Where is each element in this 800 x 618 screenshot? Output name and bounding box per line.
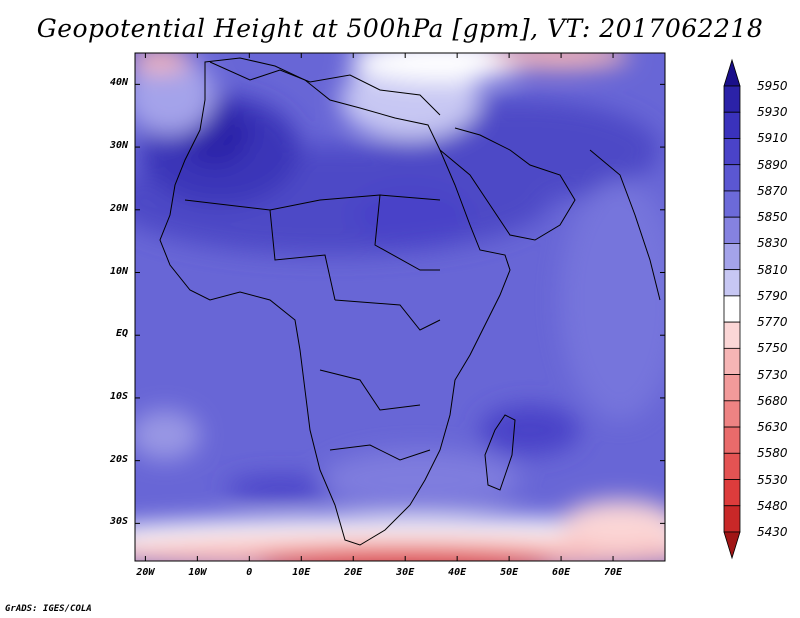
lat-label: 20N	[109, 202, 128, 214]
lon-label: 60E	[552, 567, 571, 578]
lon-label: 70E	[604, 567, 623, 578]
lon-label: 20E	[344, 567, 363, 578]
colorbar-level-label: 5750	[757, 341, 788, 356]
lon-label: 40E	[448, 567, 467, 578]
lon-label: 10E	[292, 567, 311, 578]
colorbar-swatch	[723, 216, 741, 244]
colorbar-swatch	[723, 243, 741, 271]
colorbar-swatch	[723, 479, 741, 507]
lat-label: EQ	[115, 328, 128, 340]
lat-label: 30N	[109, 140, 128, 152]
geopotential-field	[135, 53, 665, 561]
colorbar-level-label: 5430	[757, 525, 788, 539]
colorbar-top-arrow	[723, 58, 741, 87]
colorbar-swatch	[723, 400, 741, 428]
colorbar-swatch	[723, 452, 741, 480]
lat-label: 10N	[109, 265, 128, 277]
colorbar-level-label: 5680	[757, 393, 788, 408]
colorbar-level-label: 5530	[757, 472, 788, 487]
colorbar-level-label: 5950	[757, 79, 788, 93]
colorbar-level-label: 5830	[757, 236, 788, 251]
colorbar	[723, 58, 741, 560]
colorbar-swatch	[723, 111, 741, 139]
lon-label: 20W	[136, 567, 155, 578]
colorbar-swatch	[723, 295, 741, 323]
colorbar-swatch	[723, 347, 741, 375]
map-title: Geopotential Height at 500hPa [gpm], VT:…	[36, 14, 764, 43]
colorbar-level-label: 5850	[757, 210, 788, 225]
colorbar-swatch	[723, 269, 741, 297]
colorbar-swatch	[723, 138, 741, 166]
lat-label: 40N	[109, 77, 128, 89]
colorbar-level-label: 5870	[757, 183, 788, 198]
colorbar-level-label: 5770	[757, 315, 788, 330]
colorbar-level-label: 5810	[757, 262, 788, 277]
lat-label: 10S	[109, 390, 128, 402]
axis-ticks	[135, 53, 665, 561]
colorbar-swatch	[723, 85, 741, 113]
colorbar-level-label: 5730	[757, 367, 788, 382]
colorbar-swatch	[723, 164, 741, 192]
lat-label: 30S	[109, 516, 128, 528]
colorbar-level-label: 5790	[757, 288, 788, 303]
colorbar-level-label: 5890	[757, 157, 788, 172]
colorbar-bottom-arrow	[723, 531, 741, 560]
lat-label: 20S	[109, 453, 128, 465]
plot-frame	[134, 52, 666, 562]
coastlines	[159, 57, 661, 546]
colorbar-level-label: 5580	[757, 446, 788, 461]
colorbar-swatch	[723, 190, 741, 218]
lon-label: 10W	[188, 567, 207, 578]
lon-label: 0	[246, 567, 253, 578]
lon-label: 30E	[396, 567, 415, 578]
colorbar-swatch	[723, 374, 741, 402]
credit-text: GrADS: IGES/COLA	[5, 604, 92, 614]
colorbar-swatch	[723, 505, 741, 533]
colorbar-level-label: 5910	[757, 131, 788, 146]
colorbar-level-label: 5630	[757, 420, 788, 435]
lon-label: 50E	[500, 567, 519, 578]
colorbar-swatch	[723, 321, 741, 349]
colorbar-level-label: 5930	[757, 105, 788, 120]
colorbar-swatch	[723, 426, 741, 454]
colorbar-level-label: 5480	[757, 498, 788, 513]
